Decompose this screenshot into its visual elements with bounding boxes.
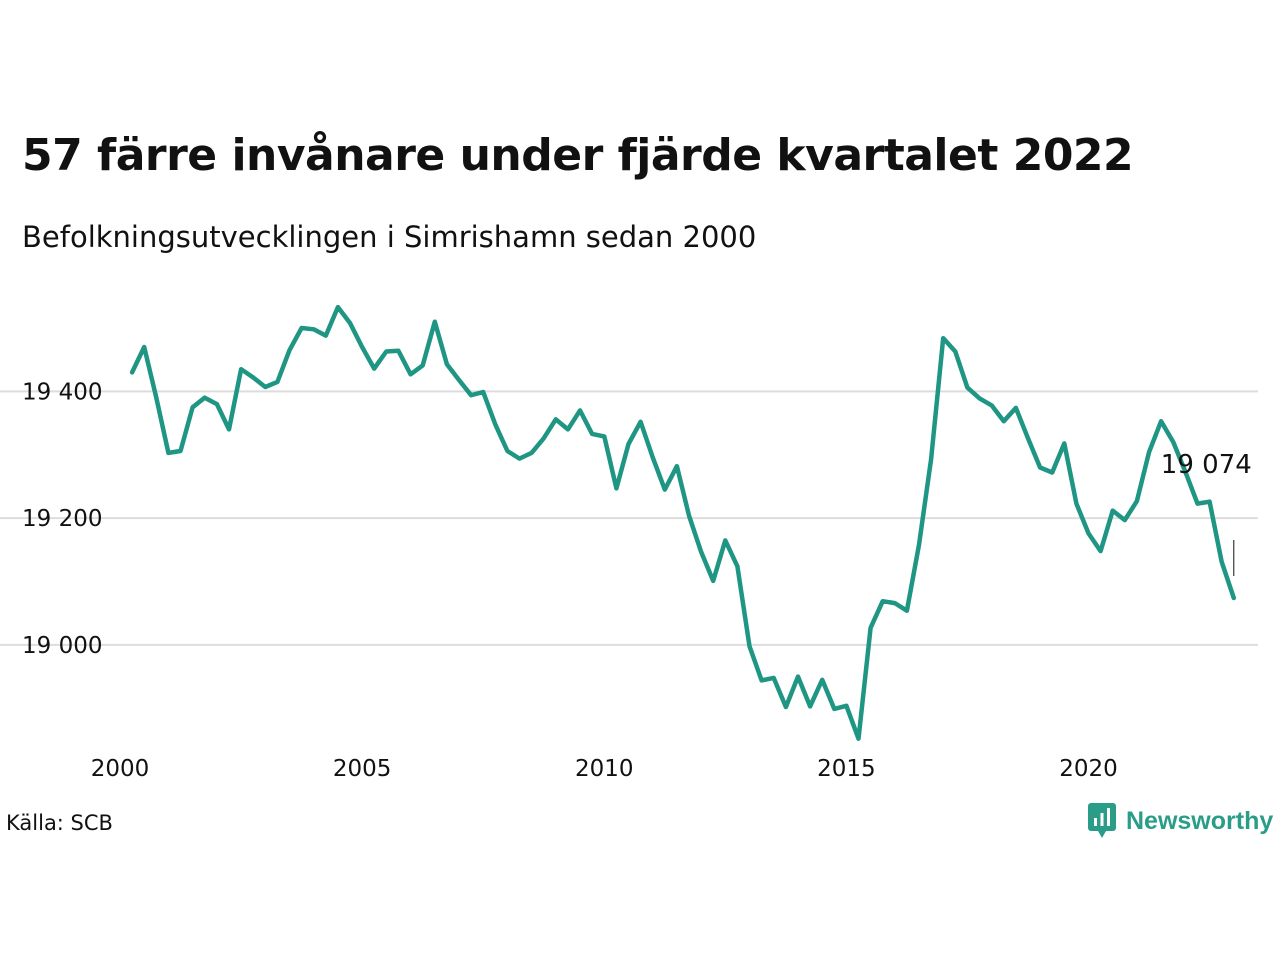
x-tick-label: 2015 (817, 756, 876, 782)
end-value-label: 19 074 (1161, 450, 1252, 480)
y-tick-label: 19 000 (22, 633, 102, 659)
y-tick-label: 19 400 (22, 379, 102, 405)
x-tick-label: 2000 (91, 756, 150, 782)
x-tick-label: 2010 (575, 756, 634, 782)
brand-name: Newsworthy (1126, 806, 1274, 835)
x-tick-label: 2005 (333, 756, 392, 782)
y-tick-label: 19 200 (22, 506, 102, 532)
newsworthy-logo-icon (1088, 803, 1116, 838)
source-credit: Källa: SCB (6, 811, 113, 835)
chart-subtitle: Befolkningsutvecklingen i Simrishamn sed… (22, 220, 757, 254)
chart-title: 57 färre invånare under fjärde kvartalet… (22, 130, 1134, 181)
series-line (129, 304, 1237, 741)
x-tick-label: 2020 (1059, 756, 1118, 782)
newsworthy-logo[interactable]: Newsworthy (1088, 803, 1273, 839)
